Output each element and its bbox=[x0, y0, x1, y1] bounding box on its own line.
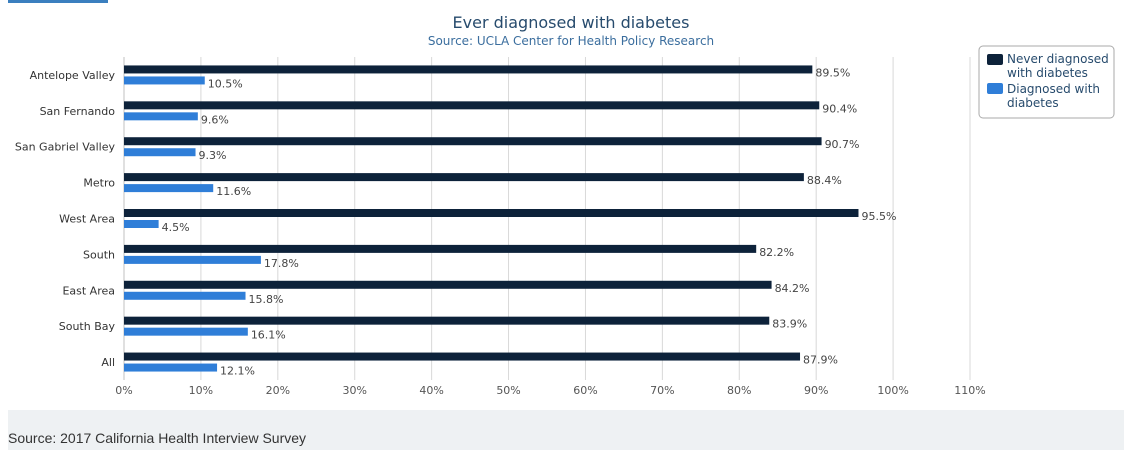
category-label: South bbox=[83, 248, 115, 261]
data-label: 15.8% bbox=[249, 293, 284, 306]
x-tick-label: 60% bbox=[573, 384, 597, 397]
bar-never-diagnosed[interactable] bbox=[124, 316, 770, 325]
category-label: All bbox=[101, 356, 115, 369]
data-label: 17.8% bbox=[264, 257, 299, 270]
data-label: 83.9% bbox=[772, 318, 807, 331]
bar-diagnosed[interactable] bbox=[124, 76, 205, 85]
bar-never-diagnosed[interactable] bbox=[124, 244, 757, 253]
bar-diagnosed[interactable] bbox=[124, 255, 261, 264]
x-tick-label: 30% bbox=[343, 384, 367, 397]
data-label: 84.2% bbox=[775, 282, 810, 295]
x-tick-label: 110% bbox=[954, 384, 985, 397]
data-label: 4.5% bbox=[162, 221, 190, 234]
legend-label-never-line1[interactable]: Never diagnosed bbox=[1007, 52, 1109, 66]
bar-diagnosed[interactable] bbox=[124, 184, 214, 193]
bar-never-diagnosed[interactable] bbox=[124, 173, 804, 182]
category-labels: Antelope Valley San Fernando San Gabriel V… bbox=[15, 69, 116, 369]
x-tick-label: 80% bbox=[727, 384, 751, 397]
x-tick-label: 20% bbox=[266, 384, 290, 397]
data-label: 90.4% bbox=[822, 102, 857, 115]
bar-never-diagnosed[interactable] bbox=[124, 137, 822, 146]
category-label: Antelope Valley bbox=[30, 69, 116, 82]
bar-diagnosed[interactable] bbox=[124, 363, 218, 372]
legend-label-diagnosed-line2[interactable]: diabetes bbox=[1007, 96, 1059, 110]
bar-chart: Ever diagnosed with diabetes Source: UCL… bbox=[15, 13, 1115, 397]
bar-never-diagnosed[interactable] bbox=[124, 280, 772, 289]
data-label: 89.5% bbox=[815, 66, 850, 79]
legend: Never diagnosed with diabetes Diagnosed … bbox=[978, 45, 1115, 119]
x-tick-label: 50% bbox=[496, 384, 520, 397]
bar-diagnosed[interactable] bbox=[124, 112, 198, 121]
x-tick-label: 40% bbox=[419, 384, 443, 397]
data-label: 88.4% bbox=[807, 174, 842, 187]
x-tick-label: 10% bbox=[189, 384, 213, 397]
legend-label-never-line2[interactable]: with diabetes bbox=[1007, 66, 1088, 80]
data-label: 10.5% bbox=[208, 77, 243, 90]
legend-label-diagnosed-line1[interactable]: Diagnosed with bbox=[1007, 82, 1100, 96]
category-label: San Gabriel Valley bbox=[15, 141, 116, 154]
bar-diagnosed[interactable] bbox=[124, 148, 196, 157]
category-label: San Fernando bbox=[40, 105, 116, 118]
data-label: 12.1% bbox=[220, 365, 255, 378]
bar-never-diagnosed[interactable] bbox=[124, 352, 801, 361]
data-label: 9.3% bbox=[199, 149, 227, 162]
x-axis-ticks: 0% 10% 20% 30% 40% 50% 60% 70% 80% 90% 100% 110% bbox=[115, 384, 985, 397]
chart-subtitle: Source: UCLA Center for Health Policy Re… bbox=[428, 34, 714, 48]
category-label: Metro bbox=[83, 177, 115, 190]
data-label: 16.1% bbox=[251, 329, 286, 342]
data-label: 11.6% bbox=[216, 185, 251, 198]
bar-diagnosed[interactable] bbox=[124, 220, 159, 228]
data-label: 82.2% bbox=[759, 246, 794, 259]
bars: 89.5% 10.5% 90.4% 9.6% 90.7% 9.3% 88.4% 11.6% 95… bbox=[124, 65, 896, 378]
category-label: South Bay bbox=[59, 320, 116, 333]
category-label: East Area bbox=[62, 284, 115, 297]
top-tab-indicator bbox=[8, 0, 108, 3]
footer-band bbox=[8, 410, 1124, 450]
legend-swatch-diagnosed bbox=[987, 83, 1003, 94]
data-label: 90.7% bbox=[825, 138, 860, 151]
grid-lines bbox=[123, 57, 971, 380]
data-label: 87.9% bbox=[803, 354, 838, 367]
category-label: West Area bbox=[59, 213, 115, 226]
legend-box bbox=[978, 45, 1115, 119]
legend-swatch-never bbox=[987, 54, 1003, 65]
chart-title: Ever diagnosed with diabetes bbox=[453, 13, 690, 32]
bar-never-diagnosed[interactable] bbox=[124, 209, 859, 217]
x-tick-label: 90% bbox=[804, 384, 828, 397]
x-tick-label: 100% bbox=[877, 384, 908, 397]
data-label: 95.5% bbox=[861, 210, 896, 223]
bar-diagnosed[interactable] bbox=[124, 291, 246, 300]
data-label: 9.6% bbox=[201, 113, 229, 126]
footer-source: Source: 2017 California Health Interview… bbox=[8, 430, 307, 446]
bar-diagnosed[interactable] bbox=[124, 327, 248, 336]
x-tick-label: 70% bbox=[650, 384, 674, 397]
bar-never-diagnosed[interactable] bbox=[124, 101, 820, 110]
bar-never-diagnosed[interactable] bbox=[124, 65, 813, 74]
x-tick-label: 0% bbox=[115, 384, 132, 397]
